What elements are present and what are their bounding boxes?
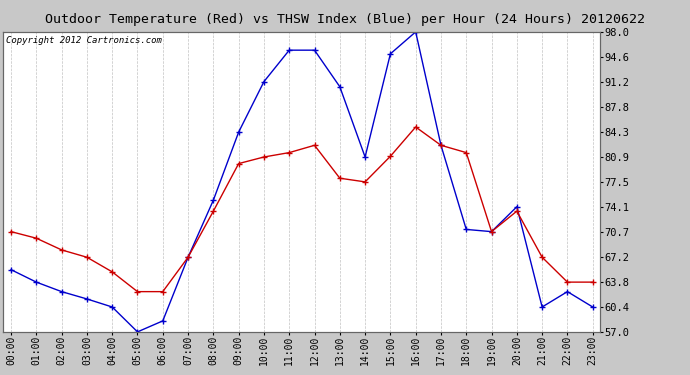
Text: Outdoor Temperature (Red) vs THSW Index (Blue) per Hour (24 Hours) 20120622: Outdoor Temperature (Red) vs THSW Index … xyxy=(45,13,645,26)
Text: Copyright 2012 Cartronics.com: Copyright 2012 Cartronics.com xyxy=(6,36,162,45)
